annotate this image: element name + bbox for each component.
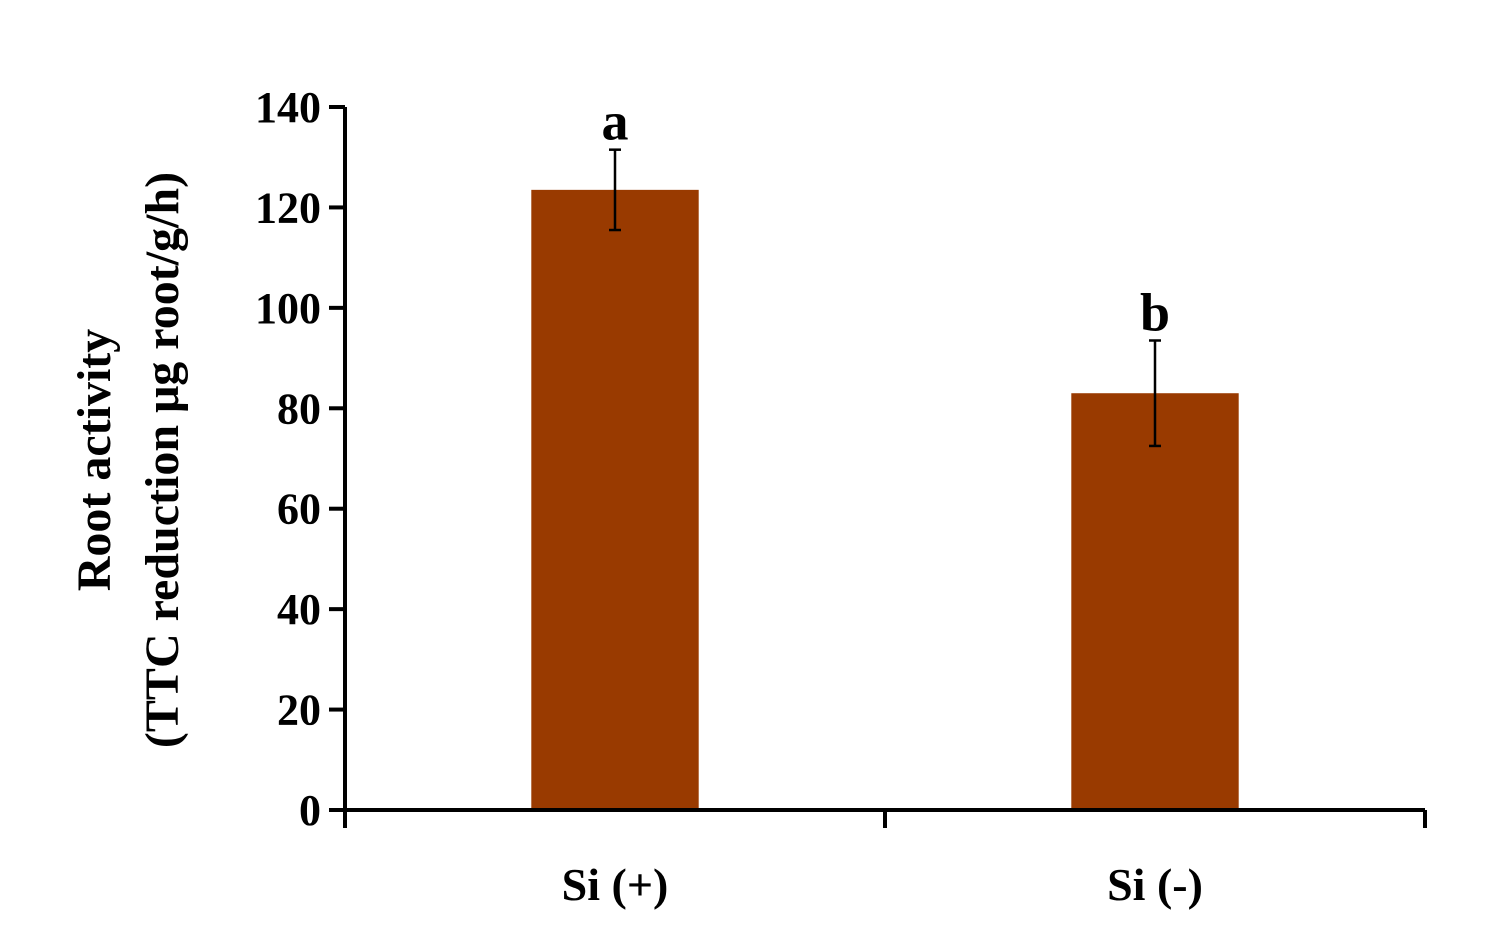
- x-category-label: Si (+): [562, 859, 669, 910]
- bar: [531, 189, 699, 810]
- y-tick-label: 0: [299, 786, 321, 835]
- x-axis-categories: Si (+) Si (-): [562, 810, 1427, 910]
- y-tick-label: 120: [255, 183, 321, 232]
- y-tick-label: 60: [277, 485, 321, 534]
- y-axis-title-line-1: Root activity: [68, 329, 121, 592]
- bars: [531, 189, 1239, 810]
- y-tick-label: 20: [277, 686, 321, 735]
- significance-labels: ab: [602, 92, 1171, 343]
- x-category-label: Si (-): [1107, 859, 1203, 910]
- significance-letter: a: [602, 92, 629, 152]
- y-axis-ticks: 0 20 40 60 80 100 120 140: [255, 83, 345, 835]
- bar: [1071, 393, 1239, 810]
- significance-letter: b: [1140, 282, 1170, 342]
- y-axis-title-line-2: (TTC reduction μg root/g/h): [136, 172, 189, 748]
- y-tick-label: 40: [277, 585, 321, 634]
- y-axis-title: Root activity (TTC reduction μg root/g/h…: [68, 172, 189, 748]
- error-bars: [609, 148, 1161, 448]
- y-tick-label: 100: [255, 284, 321, 333]
- y-tick-label: 80: [277, 384, 321, 433]
- y-tick-label: 140: [255, 83, 321, 132]
